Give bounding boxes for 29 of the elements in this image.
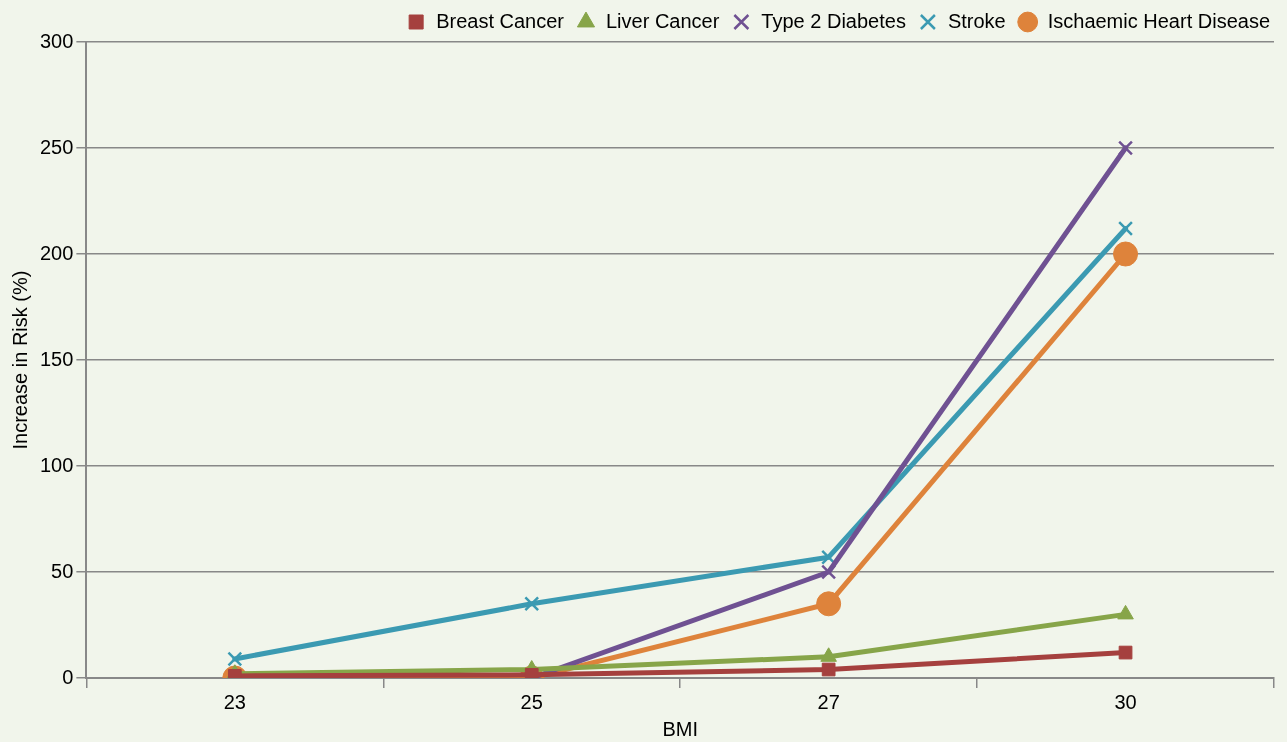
y-axis-title: Increase in Risk (%) <box>8 270 31 450</box>
y-tick-label: 250 <box>39 135 74 158</box>
y-tick-label: 150 <box>39 347 74 370</box>
point <box>821 662 836 677</box>
y-tick-label: 0 <box>62 665 74 688</box>
legend-label: Ischaemic Heart Disease <box>1047 9 1271 32</box>
x-tick-label: 30 <box>1114 690 1137 713</box>
point <box>1117 140 1134 156</box>
x-tick-label: 23 <box>223 690 246 713</box>
y-tick-label: 300 <box>39 29 74 52</box>
x-axis-title: BMI <box>662 717 698 740</box>
point <box>821 564 837 580</box>
legend-label: Breast Cancer <box>436 9 565 32</box>
x-tick-label: 25 <box>520 690 543 713</box>
x-tick-label: 27 <box>817 690 840 713</box>
y-tick-label: 200 <box>39 241 74 264</box>
point <box>1113 241 1139 267</box>
legend-label: Liver Cancer <box>605 9 720 32</box>
legend-label: Stroke <box>947 9 1006 32</box>
point <box>1118 645 1133 660</box>
point <box>227 651 243 667</box>
point <box>1117 220 1134 237</box>
point <box>820 647 837 662</box>
y-tick-label: 50 <box>51 559 74 582</box>
point <box>524 596 540 612</box>
legend-label: Type 2 Diabetes <box>761 9 906 32</box>
point <box>816 591 842 617</box>
point <box>1117 604 1134 620</box>
y-tick-label: 100 <box>39 453 74 476</box>
